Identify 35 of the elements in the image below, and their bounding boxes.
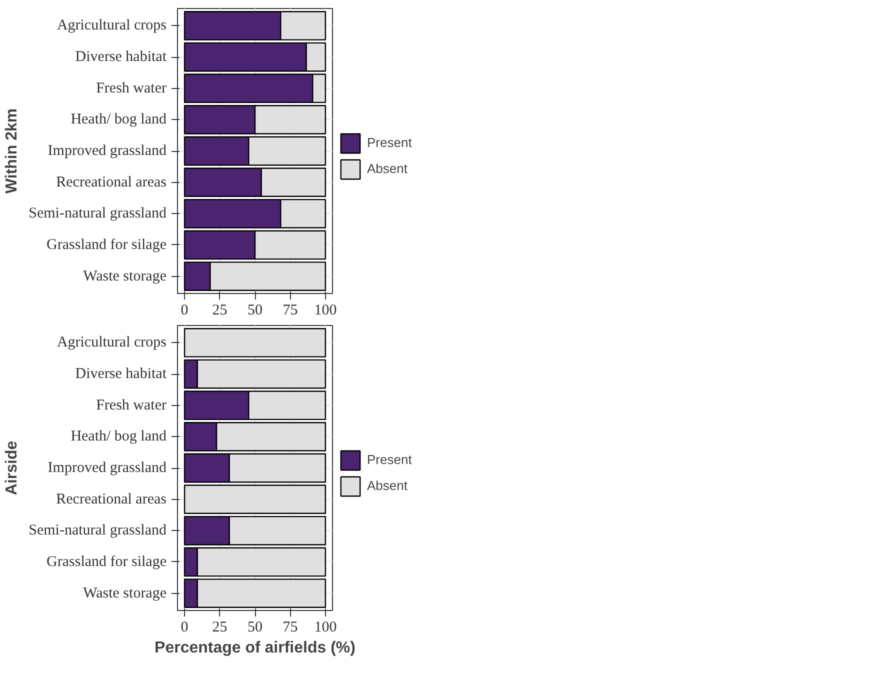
x-tick-label: 0 [180,302,188,318]
x-tick-label: 50 [248,620,262,636]
x-tick-label: 75 [282,302,298,318]
x-axis-title: Percentage of airfields (%) [154,640,356,656]
y-tick-label: Waste storage [83,268,167,284]
y-tick-label: Grassland for silage [46,554,167,570]
x-tick-label: 25 [212,620,228,636]
x-tick-label: 0 [180,620,188,636]
y-tick-label: Diverse habitat [75,49,168,66]
y-tick-label: Semi-natural grassland [28,206,167,222]
y-tick-label: Improved grassland [48,460,167,476]
y-axis-title: Airside [4,440,21,496]
y-tick-label: Improved grassland [48,143,167,159]
y-tick-label: Waste storage [83,585,167,602]
y-tick-label: Fresh water [96,80,167,96]
y-axis-title: Within 2km [4,108,21,194]
y-tick-label: Heath/ bog land [70,428,167,445]
x-tick-label: 75 [282,620,298,636]
y-tick-label: Recreational areas [56,491,167,508]
legend-label: Present [367,452,412,467]
y-tick-label: Recreational areas [56,174,167,190]
y-tick-label: Heath/ bog land [70,112,167,128]
y-tick-label: Semi-natural grassland [28,522,167,539]
y-tick-label: Agricultural crops [56,18,167,34]
x-tick-label: 100 [314,620,337,636]
x-tick-label: 50 [248,302,262,318]
legend-label: Absent [367,161,408,176]
legend-label: Absent [367,478,408,493]
y-tick-label: Fresh water [96,397,167,414]
x-tick-label: 100 [314,302,337,318]
y-tick-label: Agricultural crops [56,334,167,351]
x-tick-label: 25 [212,302,228,318]
legend-label: Present [367,135,412,150]
y-tick-label: Grassland for silage [46,236,167,253]
y-tick-label: Diverse habitat [75,366,168,382]
